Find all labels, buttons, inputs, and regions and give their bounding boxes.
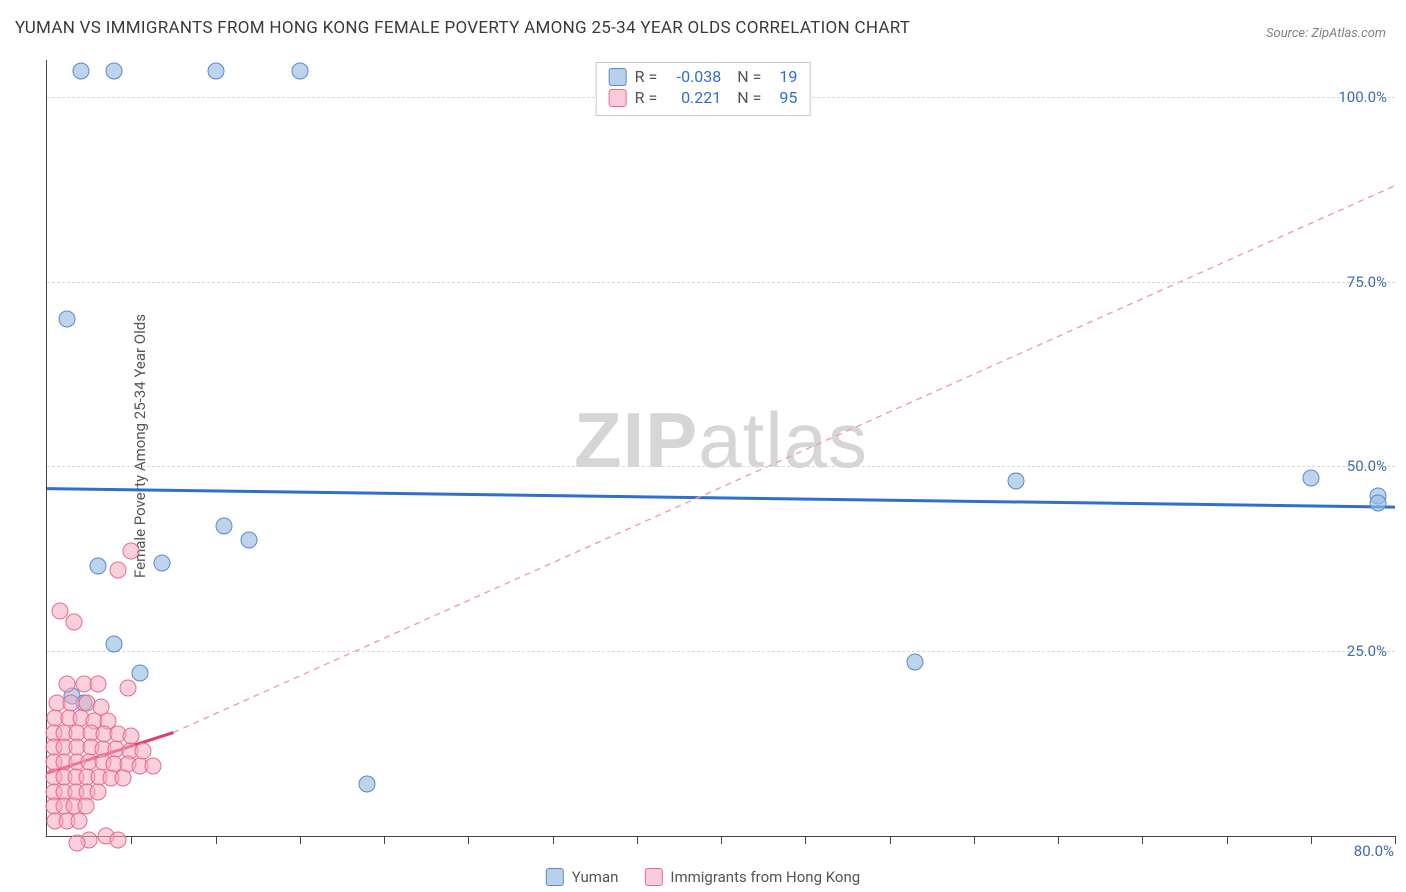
data-point: [215, 517, 232, 534]
xtick: [1311, 836, 1312, 844]
legend-swatch-pink-icon: [644, 868, 662, 886]
swatch-blue-icon: [609, 68, 627, 86]
xtick: [637, 836, 638, 844]
xtick: [1142, 836, 1143, 844]
ytick-label: 100.0%: [1338, 88, 1387, 106]
xtick: [721, 836, 722, 844]
xtick: [890, 836, 891, 844]
stat-r-value-0: -0.038: [665, 67, 721, 88]
data-point: [131, 665, 148, 682]
legend-item-hk: Immigrants from Hong Kong: [644, 868, 860, 886]
data-point: [69, 835, 86, 852]
data-point: [1007, 473, 1024, 490]
correlation-stats-box: R = -0.038 N = 19 R = 0.221 N = 95: [596, 62, 811, 116]
data-point: [291, 63, 308, 80]
legend-label-yuman: Yuman: [572, 868, 619, 886]
data-point: [123, 543, 140, 560]
swatch-pink-icon: [609, 89, 627, 107]
xtick: [974, 836, 975, 844]
x-max-label: 80.0%: [1354, 842, 1394, 860]
xtick: [131, 836, 132, 844]
data-point: [89, 783, 106, 800]
data-point: [59, 676, 76, 693]
xtick: [553, 836, 554, 844]
data-point: [207, 63, 224, 80]
stat-n-label-0: N =: [729, 67, 761, 88]
bottom-legend: Yuman Immigrants from Hong Kong: [546, 868, 860, 886]
grid-line: [47, 282, 1395, 283]
trend-line: [47, 489, 1395, 507]
data-point: [1302, 469, 1319, 486]
legend-item-yuman: Yuman: [546, 868, 619, 886]
stats-row-hk: R = 0.221 N = 95: [609, 88, 798, 109]
data-point: [72, 63, 89, 80]
data-point: [359, 776, 376, 793]
data-point: [906, 654, 923, 671]
data-point: [241, 532, 258, 549]
source-credit: Source: ZipAtlas.com: [1266, 26, 1386, 41]
data-point: [145, 757, 162, 774]
data-point: [119, 680, 136, 697]
stats-row-yuman: R = -0.038 N = 19: [609, 67, 798, 88]
xtick: [1227, 836, 1228, 844]
data-point: [109, 561, 126, 578]
data-point: [153, 554, 170, 571]
data-point: [65, 613, 82, 630]
stat-r-label-1: R =: [635, 88, 658, 109]
xtick: [1395, 836, 1396, 844]
data-point: [71, 813, 88, 830]
ytick-label: 75.0%: [1347, 273, 1387, 291]
xtick: [468, 836, 469, 844]
data-point: [89, 558, 106, 575]
legend-swatch-blue-icon: [546, 868, 564, 886]
watermark-rest: atlas: [698, 396, 868, 484]
stat-n-value-0: 19: [769, 67, 797, 88]
legend-label-hk: Immigrants from Hong Kong: [670, 868, 860, 886]
data-point: [106, 63, 123, 80]
plot-area: ZIPatlas 25.0% 50.0% 75.0% 100.0%: [46, 60, 1395, 837]
xtick: [216, 836, 217, 844]
data-point: [59, 310, 76, 327]
watermark-bold: ZIP: [574, 396, 698, 484]
chart-title: YUMAN VS IMMIGRANTS FROM HONG KONG FEMAL…: [15, 18, 910, 38]
chart-container: YUMAN VS IMMIGRANTS FROM HONG KONG FEMAL…: [0, 0, 1406, 892]
data-point: [114, 770, 131, 787]
xtick: [805, 836, 806, 844]
data-point: [106, 635, 123, 652]
data-point: [109, 831, 126, 848]
xtick: [384, 836, 385, 844]
trend-lines-svg: [47, 60, 1395, 836]
stat-r-label-0: R =: [635, 67, 658, 88]
grid-line: [47, 651, 1395, 652]
data-point: [89, 676, 106, 693]
watermark-text: ZIPatlas: [574, 395, 868, 486]
xtick: [1058, 836, 1059, 844]
grid-line: [47, 466, 1395, 467]
stat-n-label-1: N =: [729, 88, 761, 109]
xtick: [300, 836, 301, 844]
stat-n-value-1: 95: [769, 88, 797, 109]
stat-r-value-1: 0.221: [665, 88, 721, 109]
ytick-label: 50.0%: [1347, 457, 1387, 475]
ytick-label: 25.0%: [1347, 642, 1387, 660]
data-point: [1370, 495, 1387, 512]
